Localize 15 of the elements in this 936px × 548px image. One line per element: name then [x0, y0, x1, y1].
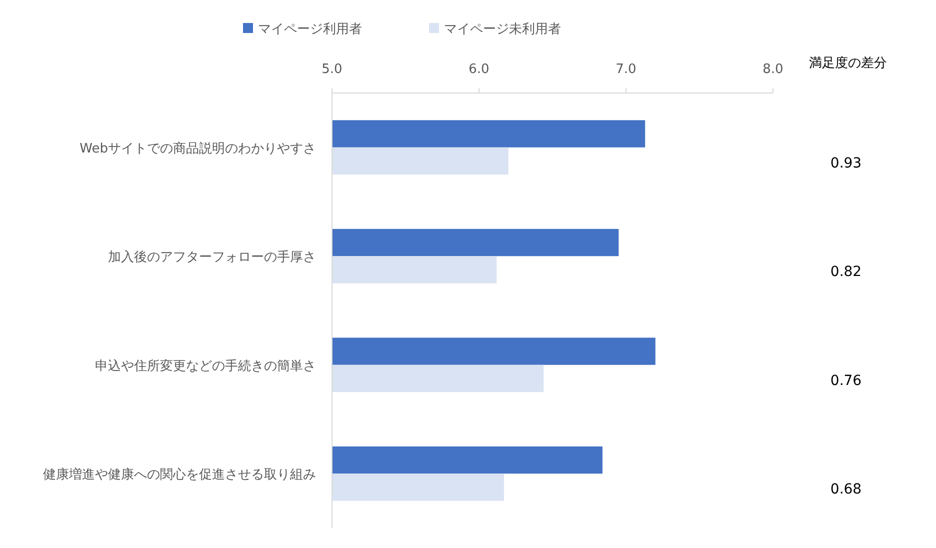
x-tick-label: 7.0 [616, 62, 636, 77]
x-tick-label: 6.0 [468, 62, 490, 77]
text: 0.76 [830, 372, 862, 389]
legend-label: マイページ未利用者 [444, 22, 561, 37]
text: 0.93 [830, 155, 862, 172]
y-tick-label: 加入後のアフターフォローの手厚さ [108, 250, 316, 266]
y-tick-label: Webサイトでの商品説明のわかりやすさ [80, 141, 316, 156]
y-tick-label: 申込や住所変更などの手続きの簡単さ [95, 358, 316, 374]
text: 満足度の差分 [809, 55, 887, 71]
y-tick-label: 健康増進や健康への関心を促進させる取り組み [43, 466, 316, 483]
text: 0.82 [830, 264, 862, 280]
x-tick-label: 5.0 [322, 62, 342, 77]
legend-label: マイページ利用者 [258, 22, 362, 37]
x-tick-label: 8.0 [762, 62, 784, 77]
text: 0.68 [830, 482, 862, 498]
